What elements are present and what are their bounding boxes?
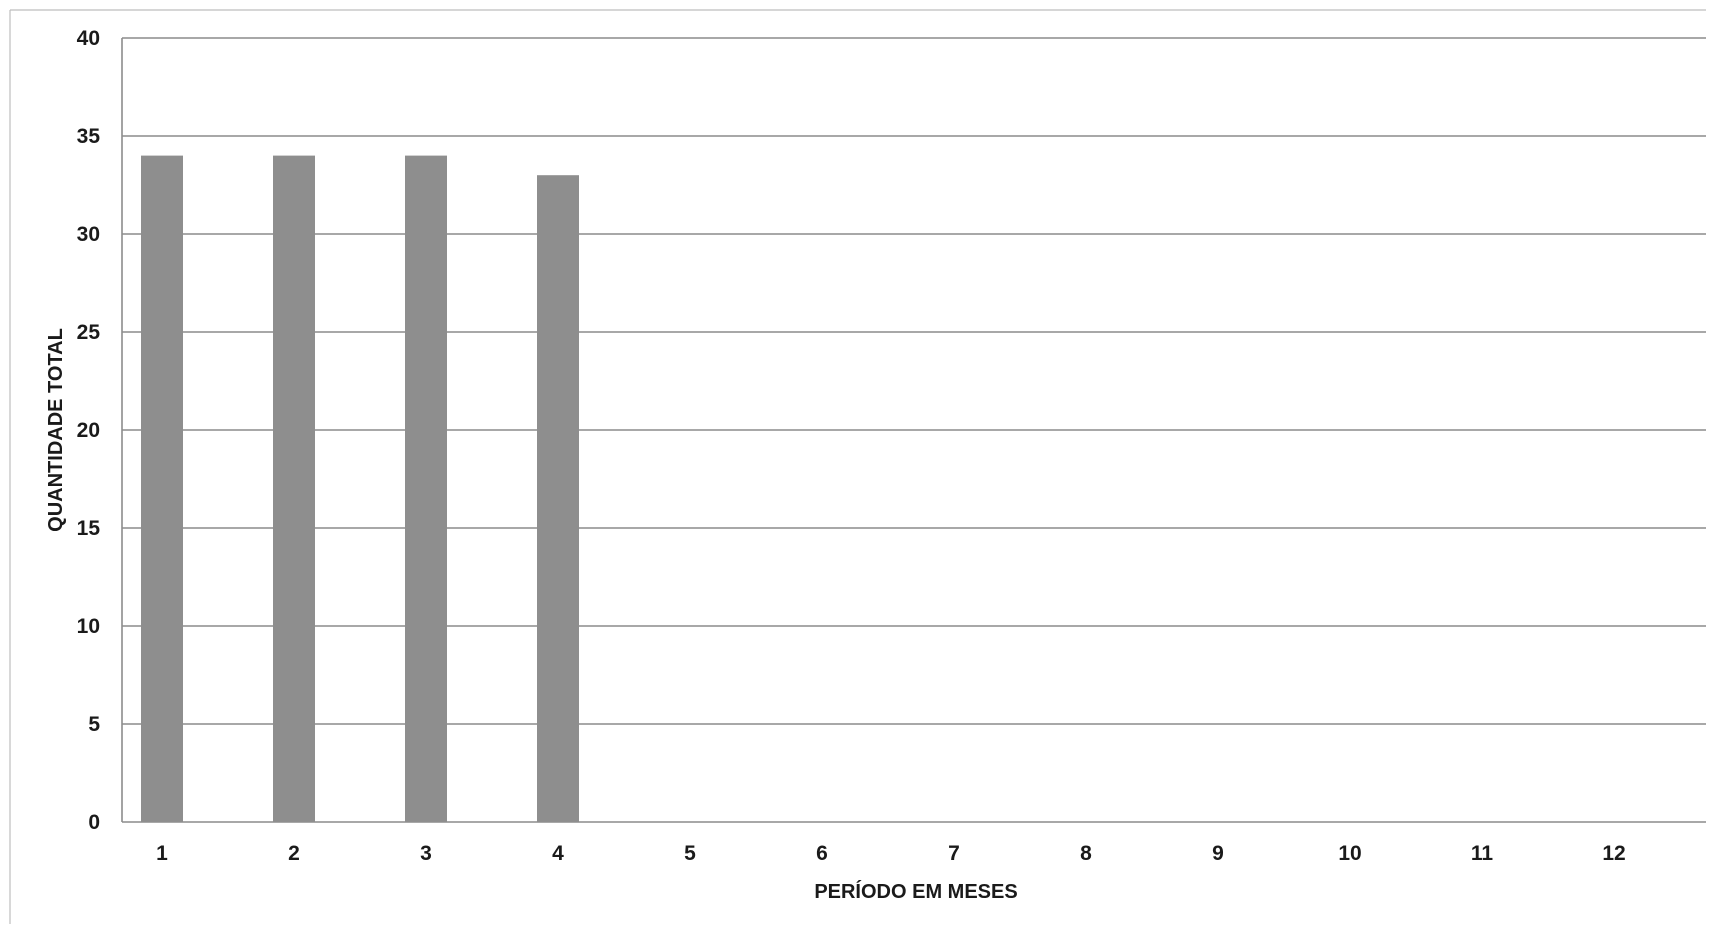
y-axis-title: QUANTIDADE TOTAL <box>45 328 67 532</box>
bar-month-3 <box>405 155 447 823</box>
y-tick-label: 25 <box>77 321 101 344</box>
x-tick-label: 2 <box>288 842 300 865</box>
x-tick-label: 7 <box>948 842 960 865</box>
x-tick-label: 4 <box>552 842 564 865</box>
bars <box>141 155 579 823</box>
y-tick-label: 30 <box>77 223 100 246</box>
y-tick-label: 35 <box>77 125 101 148</box>
x-tick-label: 12 <box>1602 842 1625 865</box>
x-tick-label: 9 <box>1212 842 1224 865</box>
bar-month-4 <box>537 175 579 822</box>
gridlines <box>121 37 1706 823</box>
x-tick-label: 11 <box>1471 842 1494 865</box>
bar-month-2 <box>273 155 315 823</box>
x-tick-label: 3 <box>420 842 432 865</box>
x-tick-label: 10 <box>1338 842 1361 865</box>
bar-month-1 <box>141 155 183 823</box>
y-tick-label: 5 <box>88 713 100 736</box>
x-tick-label: 1 <box>156 842 168 865</box>
x-tick-label: 8 <box>1080 842 1092 865</box>
y-tick-label: 10 <box>77 615 100 638</box>
y-tick-label: 15 <box>77 517 101 540</box>
y-tick-label: 40 <box>77 27 100 50</box>
y-tick-label: 0 <box>88 811 100 834</box>
y-tick-label: 20 <box>77 419 100 442</box>
y-tick-labels: 0 5 10 15 20 25 30 35 40 <box>77 27 101 834</box>
x-axis-title: PERÍODO EM MESES <box>814 880 1017 903</box>
x-tick-label: 5 <box>684 842 696 865</box>
x-tick-label: 6 <box>816 842 828 865</box>
x-tick-labels: 1 2 3 4 5 6 7 8 9 10 11 12 <box>156 842 1626 865</box>
